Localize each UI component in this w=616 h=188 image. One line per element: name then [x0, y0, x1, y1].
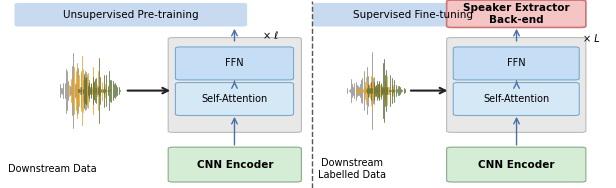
Text: Self-Attention: Self-Attention	[483, 94, 549, 104]
Text: CNN Encoder: CNN Encoder	[197, 160, 273, 170]
FancyBboxPatch shape	[15, 3, 247, 27]
Text: FFN: FFN	[507, 58, 525, 68]
Text: Supervised Fine-tuning: Supervised Fine-tuning	[352, 10, 472, 20]
FancyBboxPatch shape	[168, 147, 301, 182]
Text: Self-Attention: Self-Attention	[201, 94, 267, 104]
Text: CNN Encoder: CNN Encoder	[478, 160, 554, 170]
FancyBboxPatch shape	[453, 47, 579, 80]
FancyBboxPatch shape	[168, 38, 301, 132]
FancyBboxPatch shape	[447, 0, 586, 27]
Text: × L: × L	[583, 34, 599, 44]
FancyBboxPatch shape	[447, 147, 586, 182]
FancyBboxPatch shape	[447, 38, 586, 132]
Text: Speaker Extractor
Back-end: Speaker Extractor Back-end	[463, 3, 570, 25]
FancyBboxPatch shape	[176, 47, 294, 80]
Text: Downstream Data: Downstream Data	[8, 164, 97, 174]
Text: Downstream
Labelled Data: Downstream Labelled Data	[318, 158, 386, 180]
FancyBboxPatch shape	[313, 3, 513, 27]
FancyBboxPatch shape	[176, 83, 294, 115]
Text: Unsupervised Pre-training: Unsupervised Pre-training	[63, 10, 198, 20]
Text: × ℓ: × ℓ	[264, 31, 278, 41]
Text: FFN: FFN	[225, 58, 244, 68]
FancyBboxPatch shape	[453, 83, 579, 115]
